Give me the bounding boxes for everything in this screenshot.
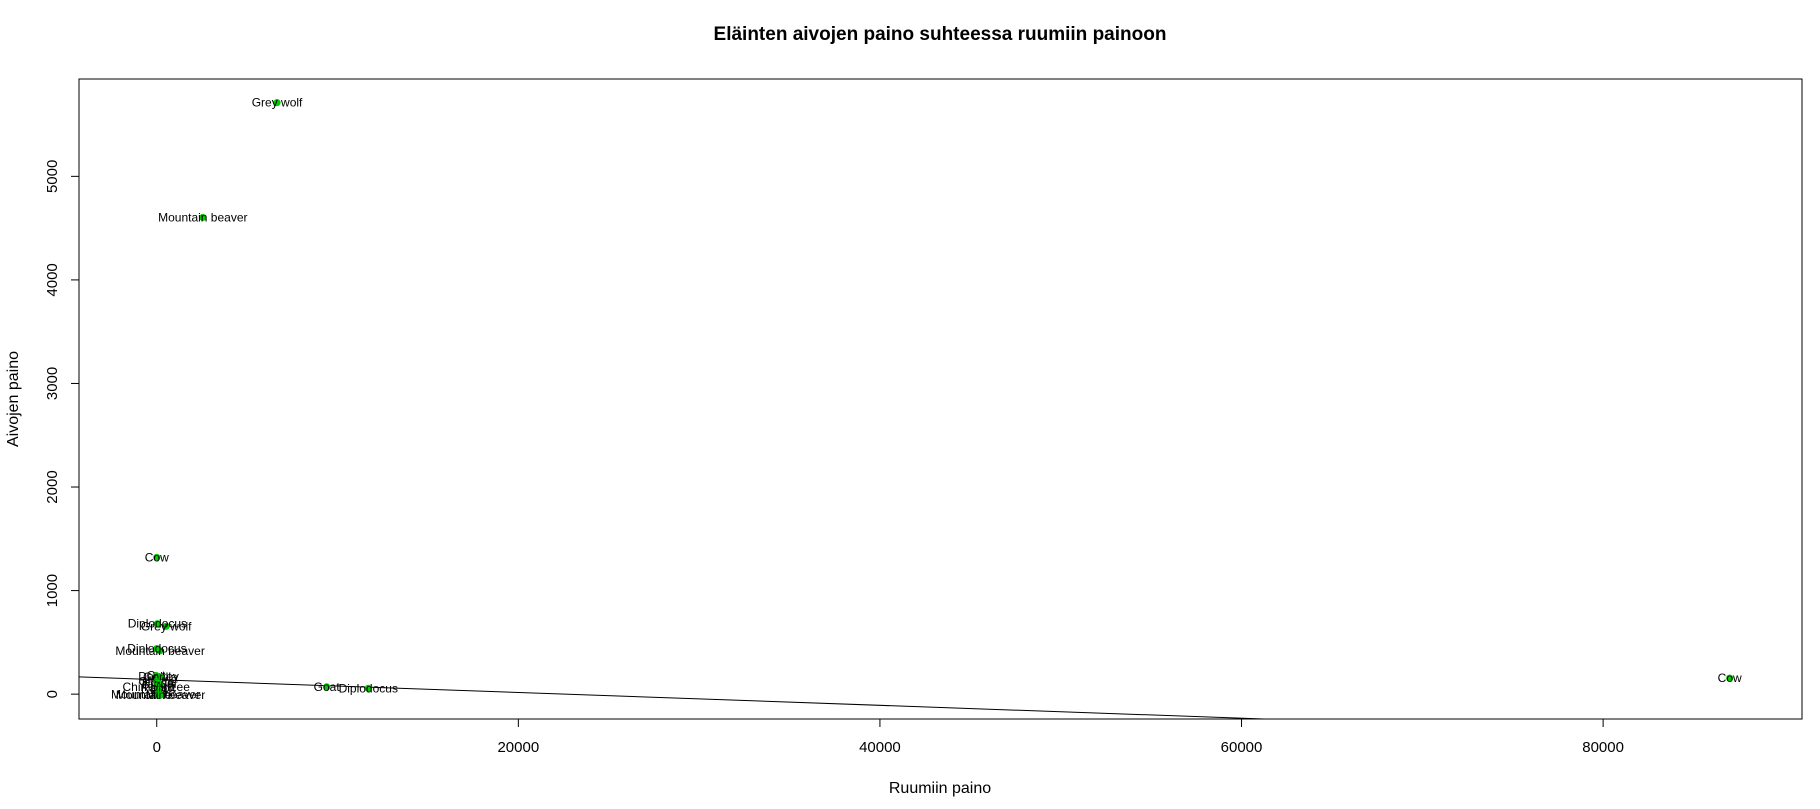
plot-area-border — [78, 78, 1803, 720]
data-point-label: Cow — [145, 550, 169, 564]
y-tick-label: 1000 — [44, 574, 61, 607]
data-point-label: Diplodocus — [339, 681, 398, 695]
y-tick-label: 4000 — [44, 263, 61, 296]
x-tick-label: 20000 — [497, 739, 539, 756]
data-point-label: Jaguar — [141, 677, 178, 691]
data-point-label: Diplodocus — [127, 642, 186, 656]
data-point-label: Mountain beaver — [116, 688, 205, 702]
x-tick-label: 60000 — [1221, 739, 1263, 756]
data-point — [364, 684, 372, 692]
y-axis-label: Aivojen paino — [5, 351, 22, 447]
data-point — [1726, 674, 1734, 682]
data-point — [156, 691, 165, 699]
y-axis: 0 1000 2000 3000 4000 5000 — [44, 160, 80, 698]
data-point-label: Diplodocus — [128, 617, 187, 631]
data-point-label: Grey wolf — [252, 96, 303, 110]
data-point-label: Goat — [314, 680, 341, 694]
chart-title: Eläinten aivojen paino suhteessa ruumiin… — [714, 24, 1167, 45]
data-point-label: Mountain beaver — [115, 644, 204, 658]
x-tick-label: 0 — [153, 739, 161, 756]
x-axis-label: Ruumiin paino — [889, 780, 991, 797]
data-point-label: Grey wolf — [141, 619, 192, 633]
data-point-label: Mountain beaver — [158, 210, 247, 224]
data-point — [153, 620, 161, 628]
data-point — [323, 683, 331, 691]
data-point — [162, 622, 170, 630]
y-tick-label: 0 — [44, 690, 61, 698]
data-point — [153, 553, 161, 562]
x-tick-label: 40000 — [859, 739, 901, 756]
y-tick-label: 2000 — [44, 470, 61, 503]
data-point — [199, 213, 207, 222]
data-point-label: Cow — [1718, 671, 1742, 685]
x-tick-label: 80000 — [1582, 739, 1624, 756]
y-tick-label: 5000 — [44, 160, 61, 193]
y-tick-label: 3000 — [44, 367, 61, 400]
x-axis: 0 20000 40000 60000 80000 — [153, 718, 1624, 756]
data-point — [153, 644, 161, 653]
data-point — [273, 99, 281, 107]
data-point-label: Gorilla — [143, 670, 178, 684]
plot-content: Grey wolf Mountain beaver Cow Grey wolf Moun… — [79, 96, 1742, 719]
